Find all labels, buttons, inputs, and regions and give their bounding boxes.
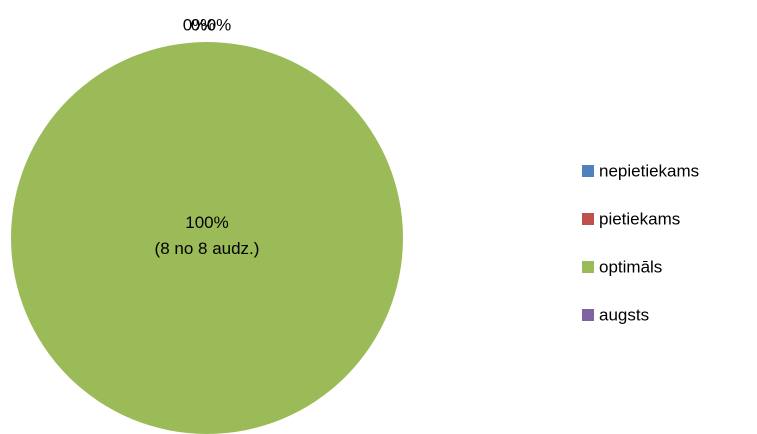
legend-label: augsts: [599, 305, 649, 324]
pie-slice: [11, 42, 403, 434]
legend-swatch: [582, 213, 594, 225]
legend-label: optimāls: [599, 257, 662, 276]
legend-swatch: [582, 309, 594, 321]
data-label: 0%: [191, 15, 216, 34]
legend-swatch: [582, 165, 594, 177]
data-label: 0%: [183, 15, 208, 34]
legend-label: pietiekams: [599, 209, 680, 228]
data-label: 0%: [207, 15, 232, 34]
legend-label: nepietiekams: [599, 161, 699, 180]
legend-swatch: [582, 261, 594, 273]
data-label: 100% (8 no 8 audz.): [155, 213, 260, 258]
